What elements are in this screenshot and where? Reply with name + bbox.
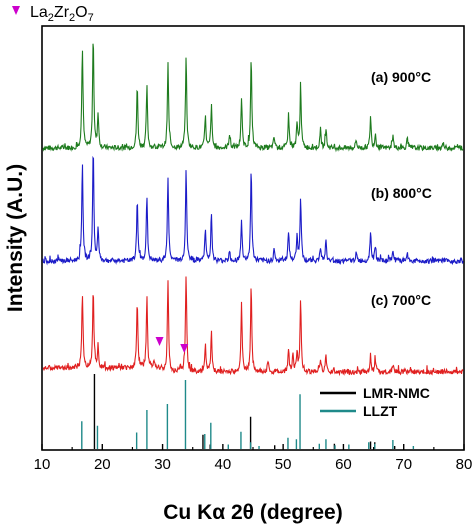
marker-legend: La2Zr2O7 [12, 4, 94, 24]
x-tick-label: 20 [94, 456, 111, 473]
phase-markers [155, 337, 189, 353]
x-tick-label: 40 [215, 456, 232, 473]
x-axis-title: Cu Kα 2θ (degree) [163, 501, 342, 524]
panel-label-3: (c) 700°C [371, 292, 431, 308]
xrd-trace-3 [42, 276, 464, 377]
y-axis-title: Intensity (A.U.) [4, 164, 27, 312]
reference-patterns [81, 374, 415, 449]
legend-triangle-icon [12, 6, 20, 15]
legend-label-lmr-nmc: LMR-NMC [363, 385, 430, 401]
x-tick-label: 30 [154, 456, 171, 473]
panel-label-2: (b) 800°C [371, 185, 432, 201]
la2zr2o7-marker [180, 344, 189, 353]
xrd-traces [42, 43, 464, 377]
xrd-trace-2 [42, 155, 464, 266]
reference-legend: LMR-NMC LLZT [320, 385, 430, 419]
marker-legend-label: La2Zr2O7 [30, 4, 94, 24]
x-tick-label: 50 [275, 456, 292, 473]
legend-label-llzt: LLZT [363, 403, 398, 419]
x-axis-ticks: 10 20 30 40 50 60 70 80 [34, 444, 473, 473]
x-tick-label: 60 [335, 456, 352, 473]
x-tick-label: 80 [456, 456, 473, 473]
xrd-trace-1 [42, 43, 464, 153]
x-tick-label: 10 [34, 456, 51, 473]
la2zr2o7-marker [155, 337, 164, 346]
panel-label-1: (a) 900°C [371, 69, 431, 85]
x-tick-label: 70 [395, 456, 412, 473]
panel-labels: (a) 900°C (b) 800°C (c) 700°C [371, 69, 432, 308]
